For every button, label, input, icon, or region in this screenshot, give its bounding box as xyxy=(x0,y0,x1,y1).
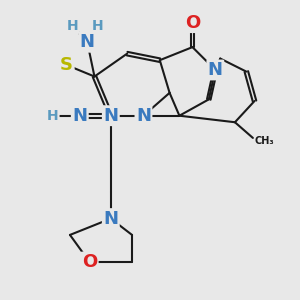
Text: N: N xyxy=(103,210,118,228)
Text: H: H xyxy=(47,109,58,123)
Text: O: O xyxy=(82,253,97,271)
Text: N: N xyxy=(103,107,118,125)
Text: N: N xyxy=(208,61,223,79)
Text: N: N xyxy=(72,107,87,125)
Text: N: N xyxy=(80,33,95,51)
Text: H: H xyxy=(67,19,78,33)
Text: N: N xyxy=(136,107,151,125)
Text: CH₃: CH₃ xyxy=(254,136,274,146)
Text: O: O xyxy=(185,14,200,32)
Text: H: H xyxy=(91,19,103,33)
Text: S: S xyxy=(60,56,73,74)
